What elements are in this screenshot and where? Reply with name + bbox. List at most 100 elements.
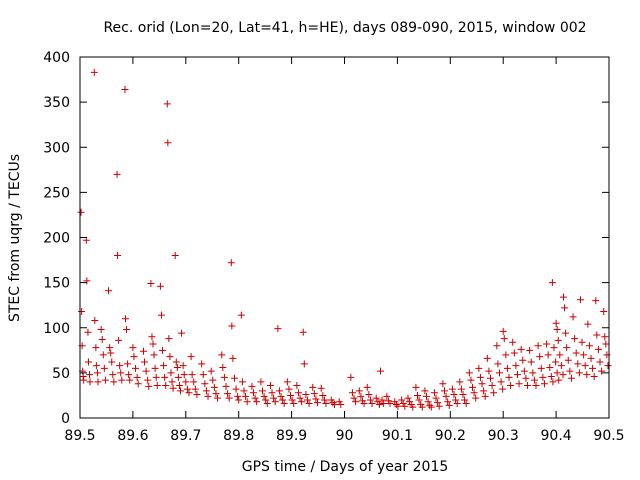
data-point	[123, 326, 131, 334]
data-point	[507, 382, 515, 390]
data-point	[500, 335, 508, 343]
data-point	[230, 374, 238, 382]
data-point	[459, 391, 467, 399]
x-tick-label: 90	[336, 428, 354, 444]
data-point	[522, 374, 530, 382]
data-point	[253, 398, 261, 406]
data-point	[310, 390, 318, 398]
data-point	[142, 367, 150, 375]
data-point	[556, 351, 564, 359]
data-point	[201, 380, 209, 388]
data-point	[457, 385, 465, 393]
data-point	[101, 376, 109, 384]
data-point	[493, 342, 501, 350]
data-point	[422, 392, 430, 400]
y-tick-label: 150	[43, 276, 70, 292]
data-point	[520, 367, 528, 375]
data-point	[299, 328, 307, 336]
data-point	[314, 399, 322, 407]
data-point	[564, 356, 572, 364]
data-point	[365, 391, 373, 399]
data-point	[490, 389, 498, 397]
data-point	[204, 392, 212, 400]
data-point	[262, 396, 270, 404]
data-point	[600, 308, 608, 316]
data-point	[153, 382, 161, 390]
data-point	[404, 394, 412, 402]
data-point	[478, 380, 486, 388]
data-point	[584, 320, 592, 328]
data-point	[386, 400, 394, 408]
data-point	[98, 335, 106, 343]
data-point	[141, 358, 149, 366]
data-point	[547, 372, 555, 380]
data-point	[207, 367, 215, 375]
y-tick-label: 300	[43, 140, 70, 156]
data-point	[191, 385, 199, 393]
data-point	[133, 373, 141, 381]
data-point	[163, 100, 171, 108]
data-point	[534, 342, 542, 350]
data-point	[502, 351, 510, 359]
data-point	[130, 353, 138, 361]
data-point	[550, 344, 558, 352]
data-point	[467, 376, 475, 384]
data-point	[439, 380, 447, 388]
data-point	[585, 342, 593, 350]
chart-title: Rec. orid (Lon=20, Lat=41, h=HE), days 0…	[103, 20, 586, 36]
y-tick-label: 400	[43, 50, 70, 66]
data-point	[173, 363, 181, 371]
data-point	[220, 373, 228, 381]
data-point	[604, 362, 612, 370]
data-point	[453, 400, 461, 408]
data-point	[113, 170, 121, 178]
data-point	[380, 400, 388, 408]
data-point	[480, 387, 488, 395]
data-point	[129, 344, 137, 352]
data-point	[594, 345, 602, 353]
data-point	[524, 382, 532, 390]
data-point	[156, 282, 164, 290]
data-point	[266, 382, 274, 390]
data-point	[218, 351, 226, 359]
data-point	[440, 387, 448, 395]
data-point	[421, 387, 429, 395]
data-point	[108, 358, 116, 366]
data-point	[300, 360, 308, 368]
data-point	[147, 280, 155, 288]
data-point	[235, 396, 243, 404]
data-point	[485, 367, 493, 375]
data-point	[475, 364, 483, 372]
data-point	[171, 252, 179, 260]
y-tick-label: 350	[43, 95, 70, 111]
data-point	[532, 382, 540, 390]
data-point	[481, 392, 489, 400]
data-point	[296, 394, 304, 402]
data-point	[469, 383, 477, 391]
data-point	[309, 383, 317, 391]
data-point	[472, 394, 480, 402]
data-point	[288, 396, 296, 404]
data-point	[319, 391, 327, 399]
data-point	[430, 389, 438, 397]
data-point	[487, 374, 495, 382]
data-point	[84, 358, 92, 366]
data-point	[126, 376, 134, 384]
data-point	[450, 391, 458, 399]
data-point	[488, 382, 496, 390]
data-point	[576, 296, 584, 304]
x-tick-label: 89.7	[170, 428, 201, 444]
data-point	[567, 374, 575, 382]
data-point	[139, 347, 147, 355]
data-point	[320, 396, 328, 404]
data-point	[537, 364, 545, 372]
data-point	[180, 371, 188, 379]
data-point	[174, 373, 182, 381]
x-tick-label: 90.5	[593, 428, 624, 444]
data-point	[553, 369, 561, 377]
data-point	[375, 400, 383, 408]
data-point	[277, 392, 285, 400]
data-point	[270, 394, 278, 402]
data-point	[435, 402, 443, 410]
data-point	[317, 384, 325, 392]
